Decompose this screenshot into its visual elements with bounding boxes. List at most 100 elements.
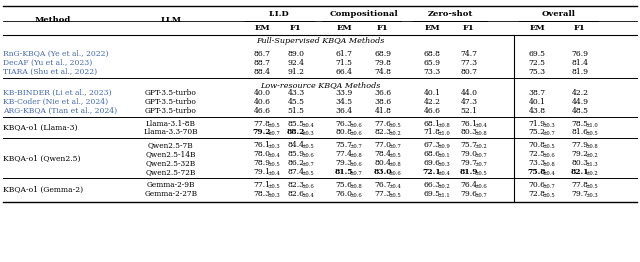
Text: 77.4: 77.4: [335, 150, 353, 158]
Text: ±0.5: ±0.5: [268, 184, 280, 189]
Text: 41.8: 41.8: [374, 107, 392, 115]
Text: 51.5: 51.5: [287, 107, 305, 115]
Text: 43.3: 43.3: [287, 89, 305, 97]
Text: ±0.7: ±0.7: [388, 144, 401, 149]
Text: 76.9: 76.9: [572, 50, 589, 58]
Text: 82.6: 82.6: [287, 190, 305, 198]
Text: TIARA (Shu et al., 2022): TIARA (Shu et al., 2022): [3, 68, 97, 76]
Text: ±0.7: ±0.7: [543, 184, 555, 189]
Text: GPT-3.5-turbo: GPT-3.5-turbo: [145, 98, 197, 106]
Text: 77.6: 77.6: [374, 120, 392, 128]
Text: 65.9: 65.9: [424, 59, 440, 67]
Text: 85.5: 85.5: [287, 120, 305, 128]
Text: 78.5: 78.5: [572, 120, 589, 128]
Text: |: |: [513, 159, 515, 167]
Text: 79.3: 79.3: [335, 159, 353, 167]
Text: 68.1: 68.1: [424, 120, 440, 128]
Text: 79.6: 79.6: [461, 190, 477, 198]
Text: 72.5: 72.5: [529, 150, 545, 158]
Text: |: |: [513, 98, 515, 106]
Text: Qwen2.5-72B: Qwen2.5-72B: [146, 168, 196, 176]
Text: 68.8: 68.8: [424, 50, 440, 58]
Text: 44.0: 44.0: [461, 89, 477, 97]
Text: ±0.6: ±0.6: [349, 193, 362, 198]
Text: ±0.4: ±0.4: [543, 171, 555, 176]
Text: Zero-shot: Zero-shot: [428, 10, 473, 18]
Text: 72.5: 72.5: [529, 59, 545, 67]
Text: ±0.7: ±0.7: [349, 171, 362, 176]
Text: |: |: [513, 89, 515, 97]
Text: 88.4: 88.4: [253, 68, 271, 76]
Text: 80.3: 80.3: [460, 128, 477, 136]
Text: F1: F1: [377, 24, 389, 32]
Text: 69.6: 69.6: [424, 159, 440, 167]
Text: Qwen2.5-14B: Qwen2.5-14B: [146, 150, 196, 158]
Text: 79.0: 79.0: [461, 150, 477, 158]
Text: |: |: [513, 190, 515, 198]
Text: ±0.4: ±0.4: [268, 171, 280, 176]
Text: KBQA-o1 (Qwen2.5): KBQA-o1 (Qwen2.5): [3, 155, 81, 162]
Text: ±0.1: ±0.1: [437, 153, 450, 158]
Text: 86.7: 86.7: [253, 50, 271, 58]
Text: |: |: [513, 168, 515, 176]
Text: ±0.8: ±0.8: [388, 162, 401, 167]
Text: Gemma-2-9B: Gemma-2-9B: [147, 181, 195, 189]
Text: 70.8: 70.8: [529, 141, 545, 149]
Text: 75.6: 75.6: [335, 181, 353, 189]
Text: ±0.3: ±0.3: [586, 193, 598, 198]
Text: RnG-KBQA (Ye et al., 2022): RnG-KBQA (Ye et al., 2022): [3, 50, 109, 58]
Text: ±0.5: ±0.5: [301, 144, 314, 149]
Text: 89.0: 89.0: [287, 50, 305, 58]
Text: 74.8: 74.8: [374, 68, 392, 76]
Text: 84.4: 84.4: [287, 141, 305, 149]
Text: 69.5: 69.5: [424, 190, 440, 198]
Text: |: |: [513, 150, 515, 158]
Text: KB-BINDER (Li et al., 2023): KB-BINDER (Li et al., 2023): [3, 89, 111, 97]
Text: ±0.5: ±0.5: [543, 193, 555, 198]
Text: ±0.6: ±0.6: [349, 123, 362, 128]
Text: 42.2: 42.2: [572, 89, 589, 97]
Text: 70.6: 70.6: [529, 181, 545, 189]
Text: 45.5: 45.5: [287, 98, 305, 106]
Text: 75.2: 75.2: [529, 128, 545, 136]
Text: 79.7: 79.7: [572, 190, 589, 198]
Text: KBQA-o1 (Llama-3): KBQA-o1 (Llama-3): [3, 124, 77, 132]
Text: GPT-3.5-turbo: GPT-3.5-turbo: [145, 89, 197, 97]
Text: Qwen2.5-7B: Qwen2.5-7B: [148, 141, 194, 149]
Text: 66.3: 66.3: [424, 181, 440, 189]
Text: 48.5: 48.5: [572, 107, 589, 115]
Text: 86.2: 86.2: [287, 159, 305, 167]
Text: 38.7: 38.7: [529, 89, 545, 97]
Text: 88.7: 88.7: [253, 59, 271, 67]
Text: 78.0: 78.0: [253, 150, 271, 158]
Text: 80.4: 80.4: [374, 159, 392, 167]
Text: I.I.D: I.I.D: [269, 10, 289, 18]
Text: 71.8: 71.8: [424, 128, 440, 136]
Text: ±0.7: ±0.7: [301, 162, 314, 167]
Text: ±1.0: ±1.0: [437, 131, 450, 136]
Text: ±0.8: ±0.8: [474, 131, 487, 136]
Text: 87.4: 87.4: [287, 168, 305, 176]
Text: 75.8: 75.8: [528, 168, 547, 176]
Text: 76.1: 76.1: [253, 141, 271, 149]
Text: ±0.2: ±0.2: [586, 153, 598, 158]
Text: 71.5: 71.5: [335, 59, 353, 67]
Text: 47.3: 47.3: [460, 98, 477, 106]
Text: 46.6: 46.6: [253, 107, 271, 115]
Text: GPT-3.5-turbo: GPT-3.5-turbo: [145, 107, 197, 115]
Text: 77.9: 77.9: [572, 141, 589, 149]
Text: ±0.3: ±0.3: [543, 123, 555, 128]
Text: 81.6: 81.6: [572, 128, 589, 136]
Text: 72.1: 72.1: [422, 168, 442, 176]
Text: 40.1: 40.1: [529, 98, 545, 106]
Text: ±0.8: ±0.8: [437, 123, 450, 128]
Text: ±0.7: ±0.7: [543, 131, 555, 136]
Text: Llama-3.3-70B: Llama-3.3-70B: [144, 128, 198, 136]
Text: ±0.2: ±0.2: [474, 144, 487, 149]
Text: ±0.5: ±0.5: [388, 193, 401, 198]
Text: 82.1: 82.1: [571, 168, 589, 176]
Text: 52.1: 52.1: [461, 107, 477, 115]
Text: ±0.4: ±0.4: [437, 171, 450, 176]
Text: 85.9: 85.9: [287, 150, 305, 158]
Text: ±0.4: ±0.4: [268, 153, 280, 158]
